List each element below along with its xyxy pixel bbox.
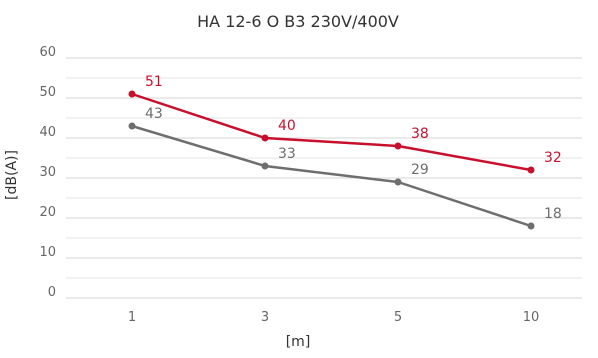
gridlines [66,57,582,299]
data-point [394,178,402,186]
x-tick-label: 3 [261,310,269,325]
y-tick-label: 60 [39,45,56,60]
data-label: 29 [411,162,429,178]
x-tick-label: 1 [128,310,136,325]
y-tick-label: 30 [39,165,56,180]
data-label: 38 [411,126,429,142]
y-axis-ticks: 0 10 20 30 40 50 60 [39,45,56,300]
data-point [128,90,136,98]
data-point [394,142,402,150]
y-tick-label: 40 [39,125,56,140]
x-axis-label: [m] [286,334,311,350]
data-label: 43 [145,106,163,122]
series-line [131,92,532,172]
data-label: 33 [278,146,296,162]
data-point [261,162,269,170]
data-label: 32 [544,150,562,166]
y-tick-label: 0 [48,285,56,300]
series-2: 43 33 29 18 [128,106,562,230]
series-1: 51 40 38 32 [128,74,562,174]
x-tick-label: 10 [523,310,540,325]
data-point [527,166,535,174]
data-label: 51 [145,74,163,90]
chart-title: HA 12-6 O B3 230V/400V [197,12,399,31]
x-axis-ticks: 1 3 5 10 [128,310,539,325]
data-point [128,122,136,130]
data-point [527,222,535,230]
data-label: 40 [278,118,296,134]
x-tick-label: 5 [394,310,402,325]
series-group: 51 40 38 32 43 33 29 18 [128,74,562,230]
data-point [261,134,269,142]
y-tick-label: 20 [39,205,56,220]
data-label: 18 [544,206,562,222]
y-axis-label: [dB(A)] [4,150,20,200]
y-tick-label: 10 [39,245,56,260]
series-line [131,124,532,228]
y-tick-label: 50 [39,85,56,100]
